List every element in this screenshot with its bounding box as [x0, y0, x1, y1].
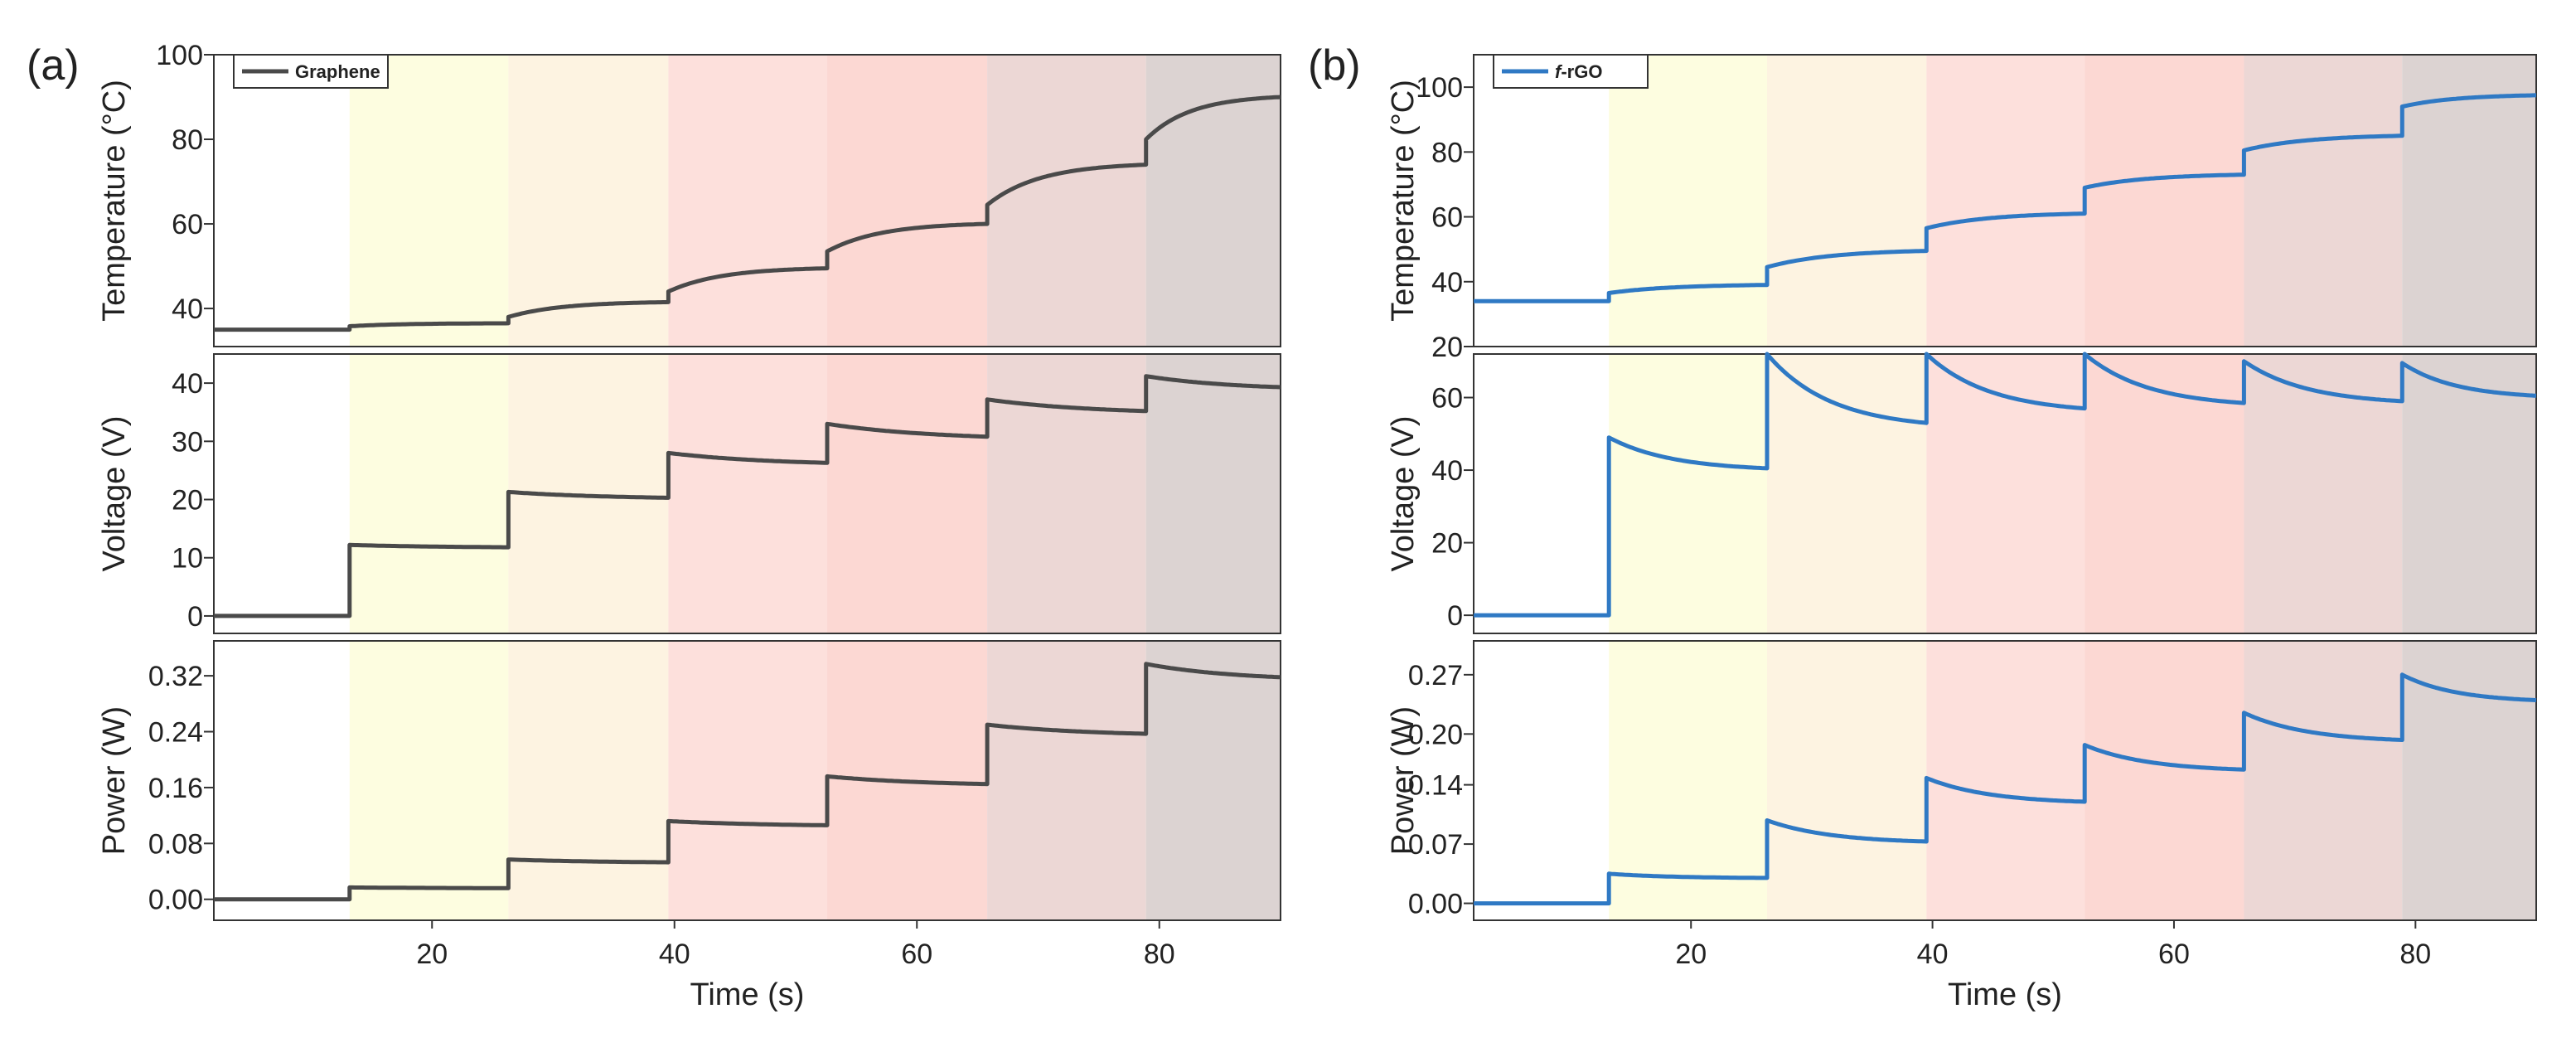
- x-tick-label: 80: [1144, 939, 1175, 970]
- heating-band: [1145, 55, 1281, 920]
- y-tick-label: 0: [187, 601, 203, 633]
- y-axis-title: Power (W): [1386, 706, 1421, 855]
- x-axis-title: Time (s): [690, 977, 805, 1012]
- heating-band: [2402, 55, 2536, 920]
- y-tick-label: 0.32: [148, 661, 203, 692]
- y-tick-label: 80: [172, 124, 203, 156]
- legend-label-rest: -rGO: [1561, 61, 1602, 82]
- y-tick-label: 30: [172, 426, 203, 458]
- y-tick-label: 0.00: [148, 885, 203, 916]
- legend-label-italic: f: [1555, 61, 1563, 82]
- x-tick-label: 60: [2158, 939, 2190, 970]
- axis-frame: [213, 54, 1281, 347]
- y-tick-label: 0.16: [148, 773, 203, 804]
- y-tick-label: 0.14: [1408, 770, 1463, 802]
- y-tick-label: 20: [172, 485, 203, 517]
- heating-band: [349, 55, 509, 920]
- y-axis-title: Power (W): [97, 706, 132, 855]
- y-tick-label: 60: [1431, 202, 1463, 234]
- y-axis-title: Temperature (°C): [97, 80, 132, 322]
- x-tick-label: 20: [1675, 939, 1707, 970]
- series-line: [1474, 93, 2536, 303]
- legend-label: f-rGO: [1555, 61, 1602, 82]
- heating-band: [2085, 55, 2244, 920]
- series-line: [214, 662, 1281, 902]
- heating-band: [1609, 55, 1768, 920]
- y-axis-title: Voltage (V): [1386, 416, 1421, 572]
- y-tick-label: 20: [1431, 528, 1463, 560]
- y-tick-label: 0.20: [1408, 719, 1463, 750]
- heating-band: [668, 55, 828, 920]
- x-tick-label: 40: [659, 939, 690, 970]
- subplot-gap: [1472, 347, 2538, 353]
- y-axis-title: Temperature (°C): [1386, 80, 1421, 322]
- axis-frame: [213, 640, 1281, 921]
- x-tick-label: 40: [1917, 939, 1949, 970]
- y-tick-label: 0.07: [1408, 829, 1463, 861]
- y-tick-label: 40: [172, 293, 203, 325]
- legend: Graphene: [233, 54, 389, 89]
- y-tick-label: 0.08: [148, 828, 203, 860]
- y-tick-label: 20: [1431, 332, 1463, 363]
- y-tick-label: 0.27: [1408, 660, 1463, 691]
- legend-label: Graphene: [295, 61, 380, 82]
- axis-frame: [1473, 353, 2537, 634]
- panel-label: (b): [1308, 41, 1361, 90]
- y-tick-label: 80: [1431, 137, 1463, 168]
- y-tick-label: 0: [1447, 600, 1463, 632]
- axis-frame: [1473, 54, 2537, 347]
- y-tick-label: 60: [172, 209, 203, 240]
- y-tick-label: 100: [1416, 72, 1463, 104]
- heating-band: [987, 55, 1146, 920]
- panel-a: (a) 40 60 80 100 Temperature (°C) 0 10 20 30 40 Vol…: [27, 40, 1282, 1012]
- y-tick-label: 100: [156, 40, 203, 71]
- series-line: [214, 95, 1281, 332]
- subplot-gap: [212, 347, 1282, 353]
- y-axis-title: Voltage (V): [97, 416, 132, 572]
- subplot-gap: [212, 634, 1282, 640]
- y-tick-label: 40: [172, 368, 203, 400]
- y-tick-label: 10: [172, 543, 203, 575]
- x-tick-label: 60: [901, 939, 932, 970]
- subplot-gap: [1472, 634, 2538, 640]
- axis-frame: [1473, 640, 2537, 921]
- heating-band: [827, 55, 988, 920]
- x-tick-label: 20: [416, 939, 448, 970]
- heating-band: [508, 55, 669, 920]
- y-tick-label: 40: [1431, 267, 1463, 298]
- x-tick-label: 80: [2399, 939, 2431, 970]
- series-line: [1474, 352, 2537, 618]
- y-tick-label: 0.24: [148, 717, 203, 749]
- heating-band: [1767, 55, 1927, 920]
- y-tick-label: 60: [1431, 383, 1463, 415]
- heating-band: [1926, 55, 2085, 920]
- panel-label: (a): [27, 41, 80, 90]
- x-axis-title: Time (s): [1948, 977, 2062, 1012]
- legend: f-rGO: [1493, 54, 1649, 89]
- heating-band: [2244, 55, 2403, 920]
- series-line: [1474, 672, 2537, 906]
- y-tick-label: 40: [1431, 455, 1463, 487]
- series-line: [214, 374, 1281, 618]
- axis-frame: [213, 353, 1281, 634]
- y-tick-label: 0.00: [1408, 889, 1463, 920]
